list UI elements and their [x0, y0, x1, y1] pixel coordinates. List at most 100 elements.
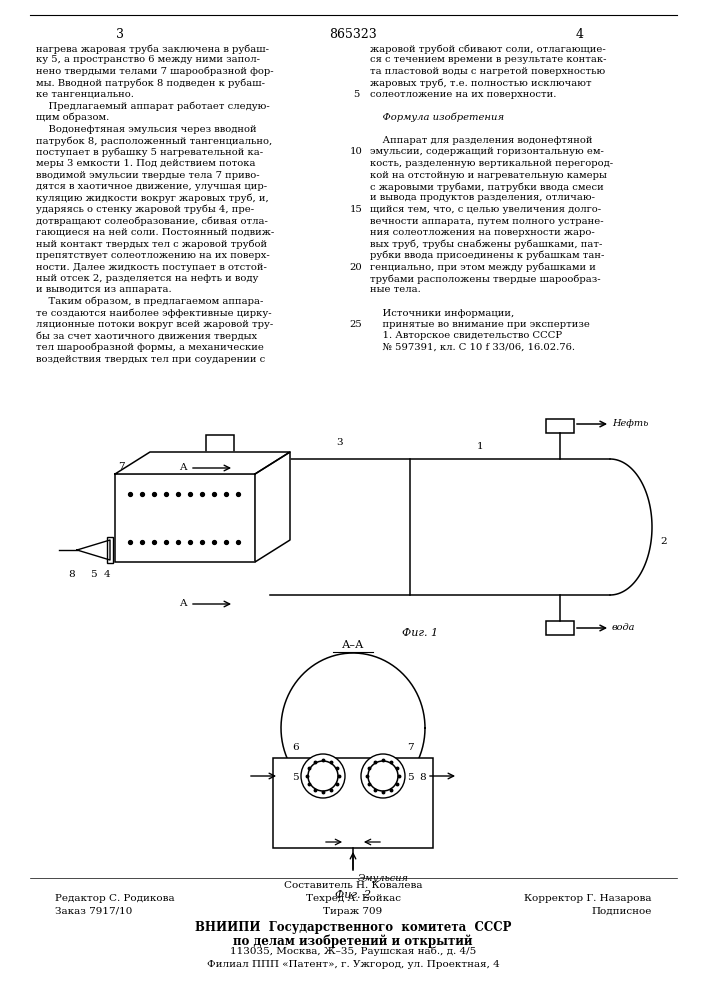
Text: Подписное: Подписное: [592, 907, 652, 916]
Bar: [107, 537, 113, 563]
Text: 7: 7: [118, 462, 124, 471]
Text: воздействия твердых тел при соударении с: воздействия твердых тел при соударении с: [36, 355, 265, 363]
Text: 1. Авторское свидетельство СССР: 1. Авторское свидетельство СССР: [370, 332, 562, 340]
Text: принятые во внимание при экспертизе: принятые во внимание при экспертизе: [370, 320, 590, 329]
Text: Редактор С. Родикова: Редактор С. Родикова: [55, 894, 175, 903]
Text: щим образом.: щим образом.: [36, 113, 110, 122]
Text: Техред А. Бойкас: Техред А. Бойкас: [305, 894, 400, 903]
Text: Филиал ППП «Патент», г. Ужгород, ул. Проектная, 4: Филиал ППП «Патент», г. Ужгород, ул. Про…: [206, 960, 499, 969]
Text: патрубок 8, расположенный тангенциально,: патрубок 8, расположенный тангенциально,: [36, 136, 272, 145]
Text: ВНИИПИ  Государственного  комитета  СССР: ВНИИПИ Государственного комитета СССР: [195, 921, 511, 934]
Text: № 597391, кл. С 10 f 33/06, 16.02.76.: № 597391, кл. С 10 f 33/06, 16.02.76.: [370, 343, 575, 352]
Bar: [546, 419, 574, 433]
Text: ный отсек 2, разделяется на нефть и воду: ный отсек 2, разделяется на нефть и воду: [36, 274, 258, 283]
Text: 4: 4: [576, 28, 584, 41]
Text: Заказ 7917/10: Заказ 7917/10: [55, 907, 132, 916]
Text: ный контакт твердых тел с жаровой трубой: ный контакт твердых тел с жаровой трубой: [36, 239, 267, 249]
Text: 5: 5: [353, 90, 359, 99]
Text: Составитель Н. Ковалева: Составитель Н. Ковалева: [284, 881, 422, 890]
Text: 1: 1: [477, 442, 484, 451]
Bar: [546, 621, 574, 635]
Text: жаровых труб, т.е. полностью исключают: жаровых труб, т.е. полностью исключают: [370, 79, 592, 88]
Text: Таким образом, в предлагаемом аппара-: Таким образом, в предлагаемом аппара-: [36, 297, 264, 306]
Text: эмульсии, содержащий горизонтальную ем-: эмульсии, содержащий горизонтальную ем-: [370, 147, 604, 156]
Text: вых труб, трубы снабжены рубашками, пат-: вых труб, трубы снабжены рубашками, пат-: [370, 239, 602, 249]
Text: 113035, Москва, Ж–35, Раушская наб., д. 4/5: 113035, Москва, Ж–35, Раушская наб., д. …: [230, 947, 476, 956]
Text: мы. Вводной патрубок 8 подведен к рубаш-: мы. Вводной патрубок 8 подведен к рубаш-: [36, 79, 265, 88]
Text: солеотложение на их поверхности.: солеотложение на их поверхности.: [370, 90, 556, 99]
Text: 5: 5: [407, 774, 414, 782]
Text: 865323: 865323: [329, 28, 377, 41]
Text: с жаровыми трубами, патрубки ввода смеси: с жаровыми трубами, патрубки ввода смеси: [370, 182, 604, 192]
Text: кость, разделенную вертикальной перегород-: кость, разделенную вертикальной перегоро…: [370, 159, 613, 168]
Bar: [273, 758, 433, 848]
Text: Тираж 709: Тираж 709: [323, 907, 382, 916]
Text: нагрева жаровая труба заключена в рубаш-: нагрева жаровая труба заключена в рубаш-: [36, 44, 269, 53]
Text: куляцию жидкости вокруг жаровых труб, и,: куляцию жидкости вокруг жаровых труб, и,: [36, 194, 269, 203]
Text: вечности аппарата, путем полного устране-: вечности аппарата, путем полного устране…: [370, 217, 604, 226]
Text: по делам изобретений и открытий: по делам изобретений и открытий: [233, 934, 473, 948]
Text: 3: 3: [116, 28, 124, 41]
Text: дотвращают солеобразование, сбивая отла-: дотвращают солеобразование, сбивая отла-: [36, 217, 268, 226]
Circle shape: [361, 754, 405, 798]
Circle shape: [308, 761, 338, 791]
Text: гающиеся на ней соли. Постоянный подвиж-: гающиеся на ней соли. Постоянный подвиж-: [36, 228, 274, 237]
Text: ности. Далее жидкость поступает в отстой-: ности. Далее жидкость поступает в отстой…: [36, 262, 267, 271]
Text: нено твердыми телами 7 шарообразной фор-: нено твердыми телами 7 шарообразной фор-: [36, 67, 274, 77]
Text: препятствует солеотложению на их поверх-: препятствует солеотложению на их поверх-: [36, 251, 270, 260]
Text: А–А: А–А: [341, 640, 364, 650]
Text: 5: 5: [90, 570, 96, 579]
Text: 2: 2: [660, 538, 667, 546]
Text: 5: 5: [293, 774, 299, 782]
Text: дятся в хаотичное движение, улучшая цир-: дятся в хаотичное движение, улучшая цир-: [36, 182, 267, 191]
Text: генциально, при этом между рубашками и: генциально, при этом между рубашками и: [370, 262, 596, 272]
Text: 8: 8: [69, 570, 76, 579]
Text: 10: 10: [349, 147, 363, 156]
Text: 20: 20: [350, 262, 363, 271]
Text: вода: вода: [612, 624, 636, 633]
Text: 8: 8: [419, 774, 426, 782]
Text: Корректор Г. Назарова: Корректор Г. Назарова: [525, 894, 652, 903]
Text: вводимой эмульсии твердые тела 7 приво-: вводимой эмульсии твердые тела 7 приво-: [36, 170, 259, 180]
Text: рубки ввода присоединены к рубашкам тан-: рубки ввода присоединены к рубашкам тан-: [370, 251, 604, 260]
Text: ные тела.: ные тела.: [370, 286, 421, 294]
Text: ния солеотложения на поверхности жаро-: ния солеотложения на поверхности жаро-: [370, 228, 595, 237]
Text: Аппарат для разделения водонефтяной: Аппарат для разделения водонефтяной: [370, 136, 592, 145]
Circle shape: [368, 761, 398, 791]
Text: Водонефтяная эмульсия через вводной: Водонефтяная эмульсия через вводной: [36, 124, 257, 133]
Text: и выводится из аппарата.: и выводится из аппарата.: [36, 286, 172, 294]
Text: жаровой трубой сбивают соли, отлагающие-: жаровой трубой сбивают соли, отлагающие-: [370, 44, 606, 53]
Bar: [115, 474, 255, 562]
Text: A: A: [180, 599, 187, 608]
Text: Источники информации,: Источники информации,: [370, 308, 514, 318]
Text: Нефть: Нефть: [612, 420, 648, 428]
Text: тел шарообразной формы, а механические: тел шарообразной формы, а механические: [36, 343, 264, 353]
Text: меры 3 емкости 1. Под действием потока: меры 3 емкости 1. Под действием потока: [36, 159, 255, 168]
Text: 15: 15: [349, 205, 363, 214]
Text: Формула изобретения: Формула изобретения: [370, 113, 504, 122]
Text: ударяясь о стенку жаровой трубы 4, пре-: ударяясь о стенку жаровой трубы 4, пре-: [36, 205, 254, 215]
Text: поступает в рубашку 5 нагревательной ка-: поступает в рубашку 5 нагревательной ка-: [36, 147, 263, 157]
Text: те создаются наиболее эффективные цирку-: те создаются наиболее эффективные цирку-: [36, 308, 271, 318]
Circle shape: [301, 754, 345, 798]
Polygon shape: [255, 452, 290, 562]
Bar: [206, 435, 234, 460]
Polygon shape: [77, 540, 110, 560]
Text: ку 5, а пространство 6 между ними запол-: ку 5, а пространство 6 между ними запол-: [36, 55, 260, 64]
Polygon shape: [115, 452, 290, 474]
Text: и вывода продуктов разделения, отличаю-: и вывода продуктов разделения, отличаю-: [370, 194, 595, 202]
Text: ке тангенциально.: ке тангенциально.: [36, 90, 134, 99]
Text: Эмульсия: Эмульсия: [358, 874, 409, 883]
Text: ляционные потоки вокруг всей жаровой тру-: ляционные потоки вокруг всей жаровой тру…: [36, 320, 273, 329]
Text: трубами расположены твердые шарообраз-: трубами расположены твердые шарообраз-: [370, 274, 601, 284]
Text: кой на отстойную и нагревательную камеры: кой на отстойную и нагревательную камеры: [370, 170, 607, 180]
Text: 6: 6: [293, 743, 299, 752]
Text: та пластовой воды с нагретой поверхностью: та пластовой воды с нагретой поверхность…: [370, 67, 605, 76]
Text: Фиг. 1: Фиг. 1: [402, 628, 438, 638]
Text: Предлагаемый аппарат работает следую-: Предлагаемый аппарат работает следую-: [36, 102, 270, 111]
Text: щийся тем, что, с целью увеличения долго-: щийся тем, что, с целью увеличения долго…: [370, 205, 601, 214]
Text: 25: 25: [350, 320, 363, 329]
Text: Фиг. 2: Фиг. 2: [335, 890, 371, 900]
Text: бы за счет хаотичного движения твердых: бы за счет хаотичного движения твердых: [36, 332, 257, 341]
Text: A: A: [180, 464, 187, 473]
